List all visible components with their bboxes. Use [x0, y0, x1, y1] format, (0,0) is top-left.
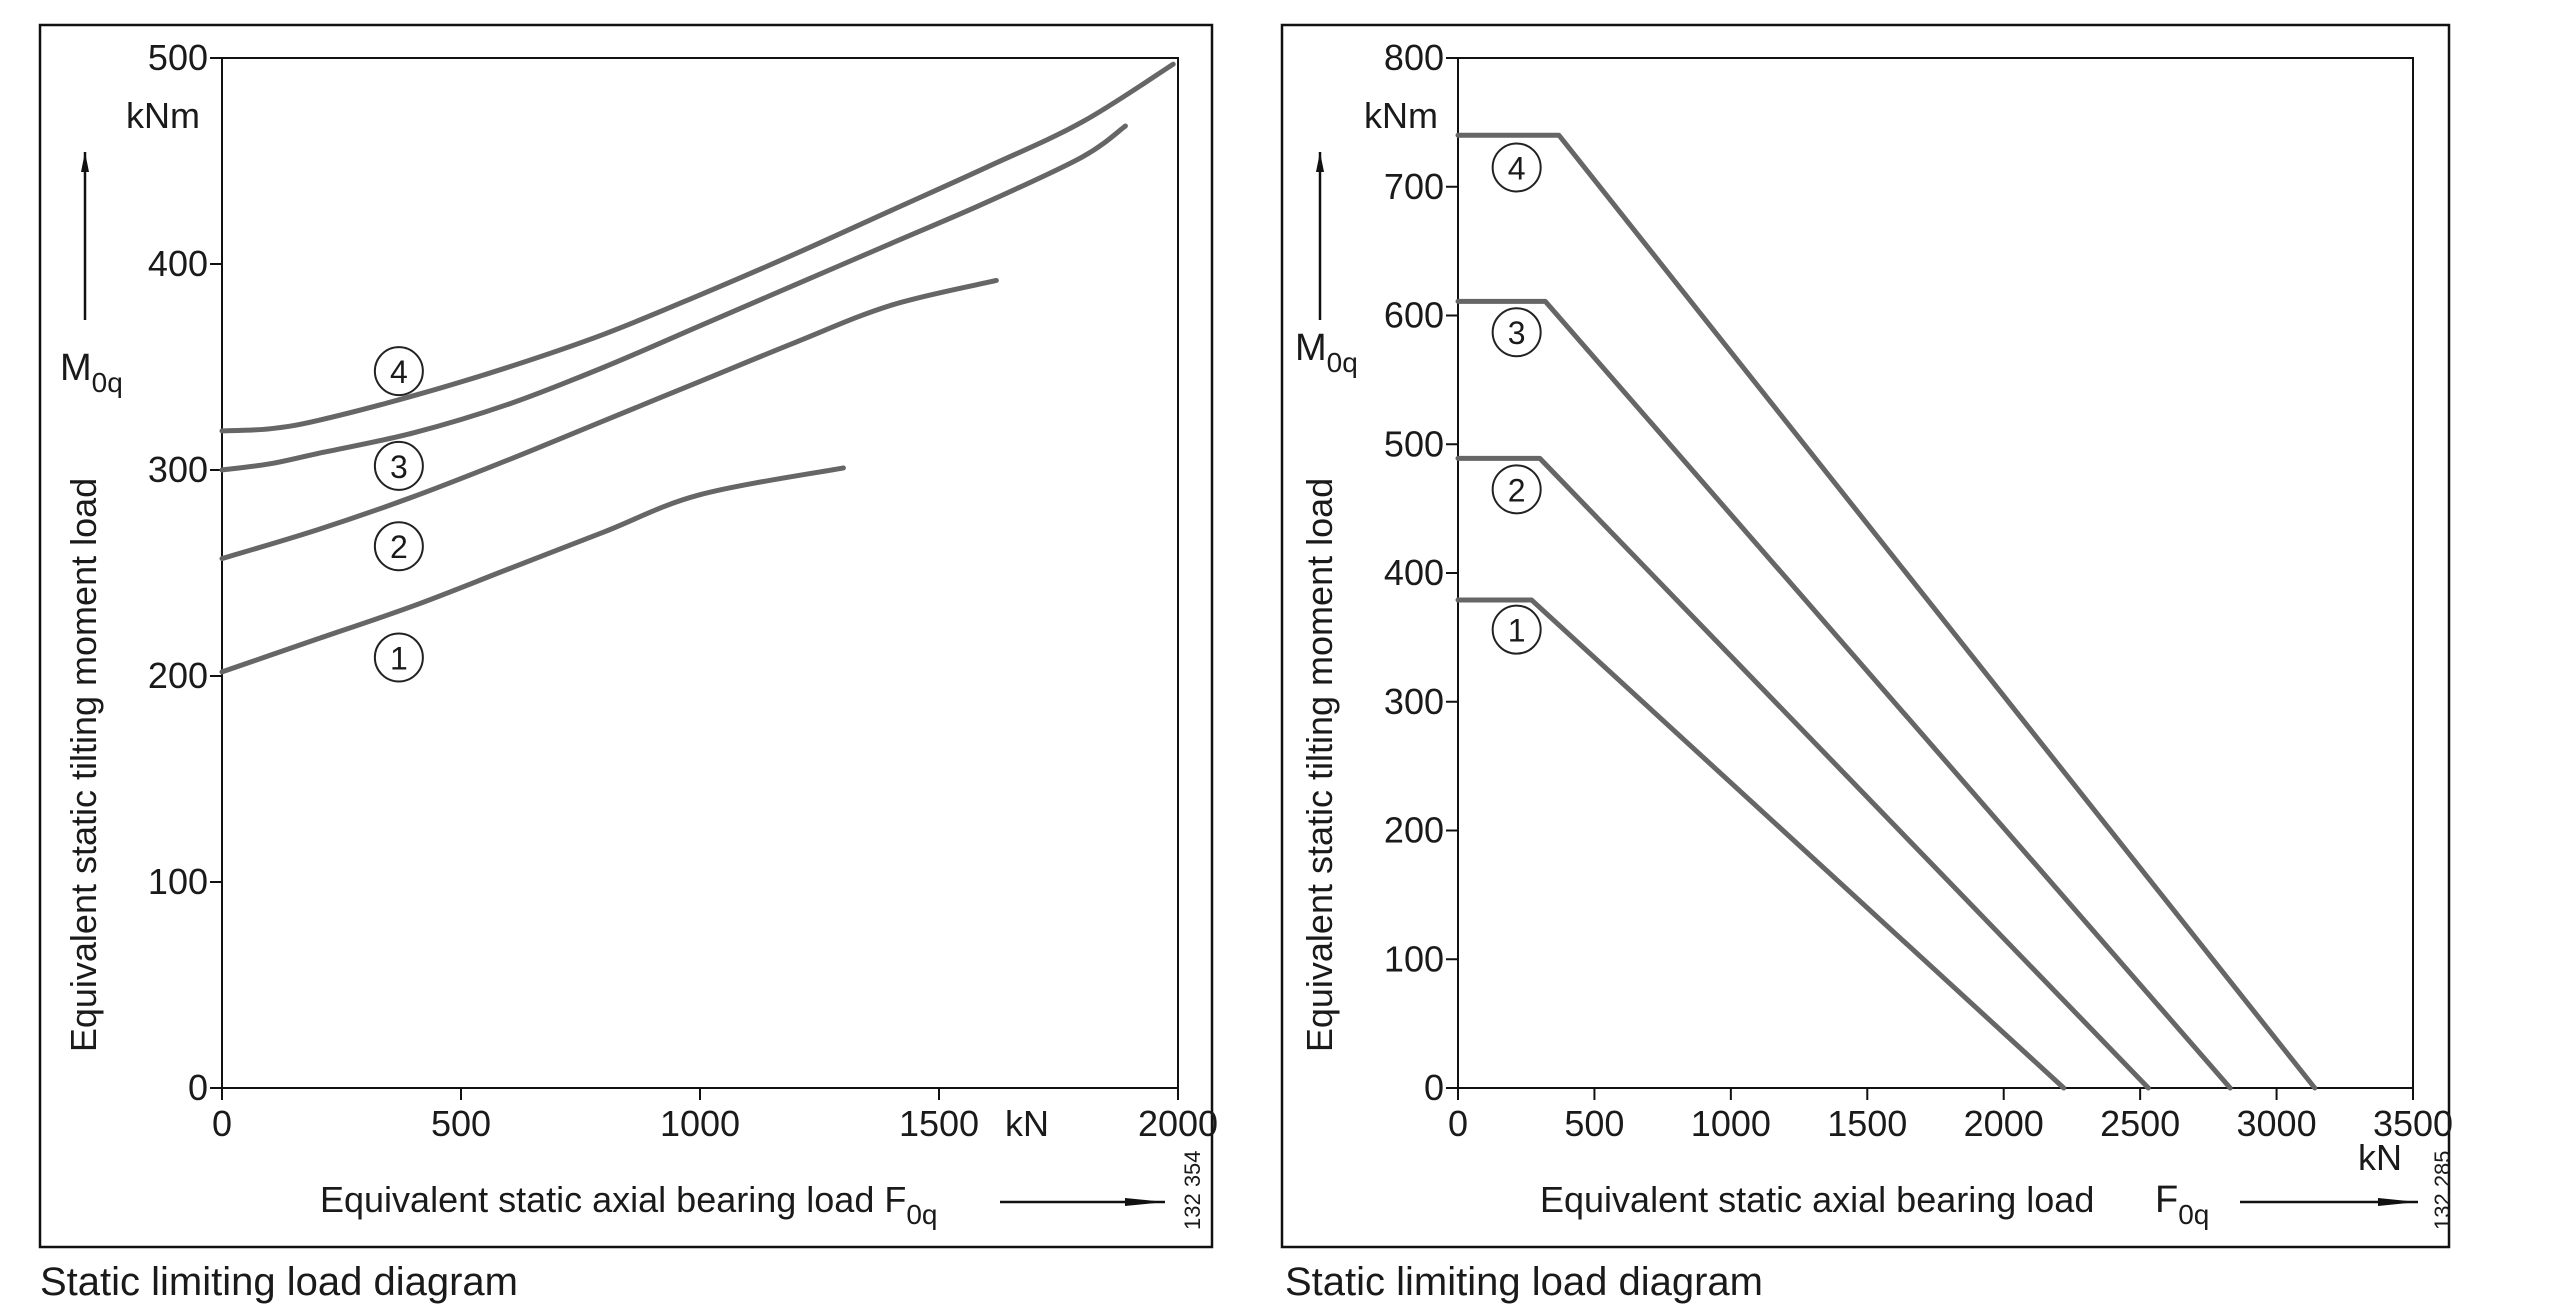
y-axis-symbol: M0q: [1295, 327, 1358, 378]
y-axis-title: Equivalent static tilting moment load: [1299, 478, 1340, 1052]
chart-frame: [38, 23, 1214, 1249]
x-axis-title: Equivalent static axial bearing load: [1540, 1179, 2094, 1220]
x-tick-label: 500: [1564, 1103, 1624, 1144]
series-line-3: [219, 123, 1128, 473]
y-tick-label: 200: [148, 655, 208, 696]
marker-circle: [1491, 307, 1542, 358]
series-line-1: [1455, 597, 2067, 1091]
y-tick-label: 600: [1384, 295, 1444, 336]
y-tick-label: 700: [1384, 166, 1444, 207]
marker-circle: [373, 346, 424, 397]
marker-label: 4: [390, 354, 408, 390]
y-tick-label: 400: [1384, 552, 1444, 593]
load-diagram-chart-right: 0 100 200 300 400 500 600 700 800 0 500 1000 1500 200…: [1280, 23, 2455, 1249]
y-tick-label: 400: [148, 243, 208, 284]
series-marker-4: 4: [1491, 142, 1542, 193]
marker-circle: [1491, 142, 1542, 193]
marker-circle: [373, 632, 424, 683]
marker-label: 3: [390, 449, 408, 485]
series-line-2: [219, 277, 999, 562]
x-tick-label: 1000: [660, 1103, 740, 1144]
load-diagram-chart-left: 0 100 200 300 400 500 0 500 1000 1500 2000 kNm kN M0q…: [38, 23, 1218, 1249]
marker-label: 3: [1508, 315, 1526, 351]
x-tick-label: 0: [212, 1103, 232, 1144]
x-tick-label: 1000: [1691, 1103, 1771, 1144]
x-tick-label: 0: [1448, 1103, 1468, 1144]
plot-area: [1457, 57, 2414, 1089]
series-marker-1: 1: [1491, 604, 1542, 655]
y-tick-label: 0: [1424, 1067, 1444, 1108]
marker-label: 1: [390, 640, 408, 676]
series-line-3: [1455, 298, 2233, 1091]
y-tick-label: 0: [188, 1067, 208, 1108]
x-axis-symbol: F0q: [2155, 1179, 2209, 1230]
y-tick-label: 100: [1384, 938, 1444, 979]
marker-circle: [373, 521, 424, 572]
y-tick-label: 200: [1384, 810, 1444, 851]
x-tick-label: 1500: [899, 1103, 979, 1144]
series-marker-3: 3: [1491, 307, 1542, 358]
figure-caption-right: Static limiting load diagram: [1285, 1260, 1763, 1304]
figure-number: 132 285: [2430, 1150, 2455, 1230]
plot-area: [221, 57, 1179, 1089]
series-line-2: [1455, 455, 2151, 1091]
series-marker-3: 3: [373, 440, 424, 491]
marker-label: 1: [1508, 613, 1526, 649]
x-axis-title: Equivalent static axial bearing load F0q: [320, 1179, 938, 1230]
series-line-4: [1455, 132, 2318, 1091]
marker-label: 4: [1508, 150, 1526, 186]
x-tick-label: 2000: [1964, 1103, 2044, 1144]
y-axis-title: Equivalent static tilting moment load: [63, 478, 104, 1052]
series-marker-1: 1: [373, 632, 424, 683]
x-tick-label: 2500: [2100, 1103, 2180, 1144]
figure-number: 132 354: [1180, 1150, 1205, 1230]
marker-circle: [1491, 604, 1542, 655]
chart-frame: [1280, 23, 2451, 1249]
x-tick-label: 3500: [2373, 1103, 2453, 1144]
x-unit-label: kN: [2358, 1137, 2402, 1178]
x-tick-label: 3000: [2237, 1103, 2317, 1144]
y-tick-label: 300: [1384, 681, 1444, 722]
y-tick-label: 300: [148, 449, 208, 490]
y-axis-symbol: M0q: [60, 347, 123, 398]
series-marker-2: 2: [1491, 464, 1542, 515]
y-tick-label: 500: [148, 37, 208, 78]
x-tick-label: 2000: [1138, 1103, 1218, 1144]
marker-circle: [373, 440, 424, 491]
y-tick-label: 500: [1384, 423, 1444, 464]
y-unit-label: kNm: [126, 95, 200, 136]
chart-panel-right: 0 100 200 300 400 500 600 700 800 0 500 1000 1500 200…: [1280, 0, 2575, 1290]
marker-label: 2: [390, 529, 408, 565]
x-tick-label: 1500: [1827, 1103, 1907, 1144]
marker-circle: [1491, 464, 1542, 515]
x-unit-label: kN: [1005, 1103, 1049, 1144]
marker-label: 2: [1508, 472, 1526, 508]
series-line-4: [219, 61, 1176, 434]
series-marker-2: 2: [373, 521, 424, 572]
x-tick-label: 500: [431, 1103, 491, 1144]
series-line-1: [219, 465, 846, 675]
y-unit-label: kNm: [1364, 95, 1438, 136]
y-tick-label: 800: [1384, 37, 1444, 78]
y-tick-label: 100: [148, 861, 208, 902]
figure-caption-left: Static limiting load diagram: [40, 1260, 518, 1304]
series-marker-4: 4: [373, 346, 424, 397]
chart-panel-left: 0 100 200 300 400 500 0 500 1000 1500 2000 kNm kN M0q…: [0, 0, 1260, 1290]
